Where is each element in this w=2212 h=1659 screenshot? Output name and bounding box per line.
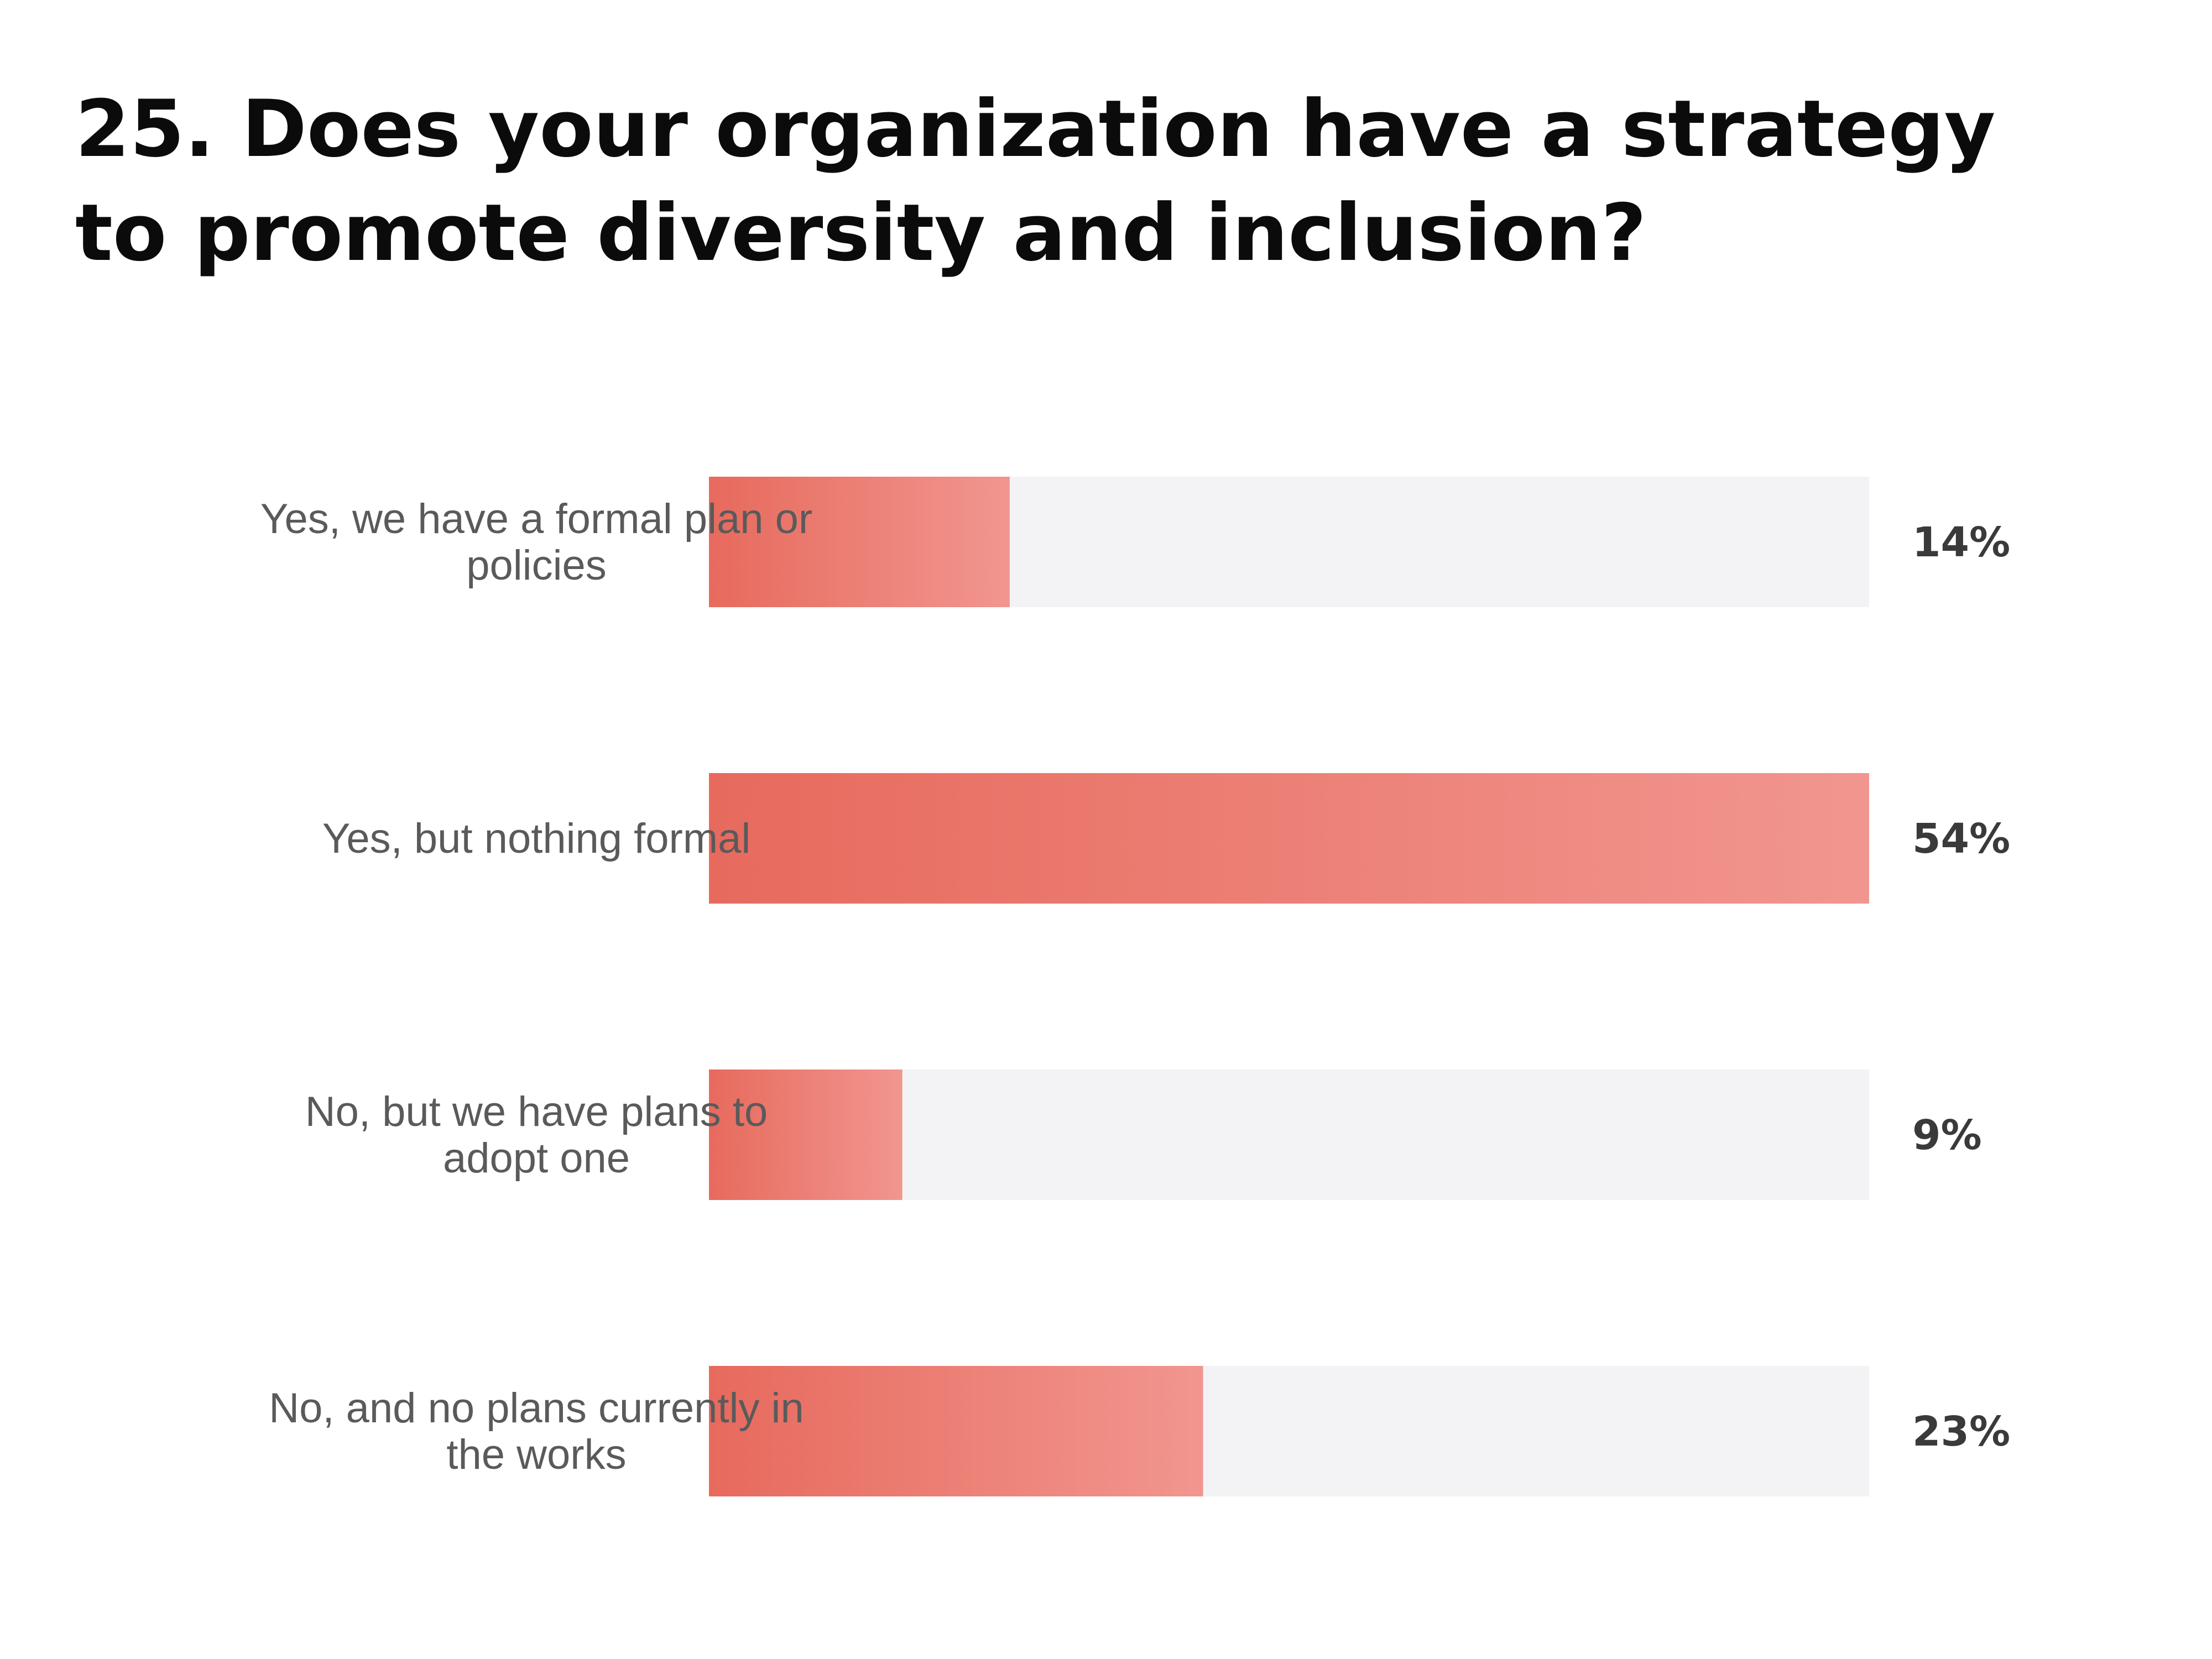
category-label-line: Yes, but nothing formal bbox=[322, 815, 751, 862]
bars-layer: Yes, we have a formal plan or policies 14%… bbox=[260, 477, 2010, 1496]
value-label: 14% bbox=[1912, 519, 2010, 566]
chart-title: 25. Does your organization have a strate… bbox=[75, 84, 1996, 279]
category-label-line: policies bbox=[466, 542, 606, 589]
category-label-line: Yes, we have a formal plan or bbox=[260, 495, 812, 542]
category-label: No, but we have plans to adopt one bbox=[305, 1088, 768, 1182]
category-label: Yes, we have a formal plan or policies bbox=[260, 495, 812, 589]
category-label-line: No, and no plans currently in bbox=[269, 1385, 804, 1432]
category-label: No, and no plans currently in the works bbox=[269, 1385, 804, 1478]
bar bbox=[709, 1366, 1203, 1496]
bar-row: Yes, but nothing formal 54% bbox=[322, 773, 2010, 904]
bar bbox=[709, 1070, 902, 1200]
bar bbox=[709, 477, 1010, 607]
category-label-line: adopt one bbox=[443, 1135, 630, 1182]
value-label: 54% bbox=[1912, 815, 2010, 863]
category-label-line: the works bbox=[446, 1431, 626, 1478]
bar bbox=[709, 773, 1869, 904]
category-label-line: No, but we have plans to bbox=[305, 1088, 768, 1135]
value-label: 23% bbox=[1912, 1408, 2010, 1455]
bar-row: Yes, we have a formal plan or policies 14% bbox=[260, 477, 2010, 607]
bar-row: No, and no plans currently in the works 23… bbox=[269, 1366, 2010, 1496]
value-label: 9% bbox=[1912, 1112, 1982, 1159]
category-label: Yes, but nothing formal bbox=[322, 815, 751, 862]
bar-row: No, but we have plans to adopt one 9% bbox=[305, 1070, 1982, 1200]
